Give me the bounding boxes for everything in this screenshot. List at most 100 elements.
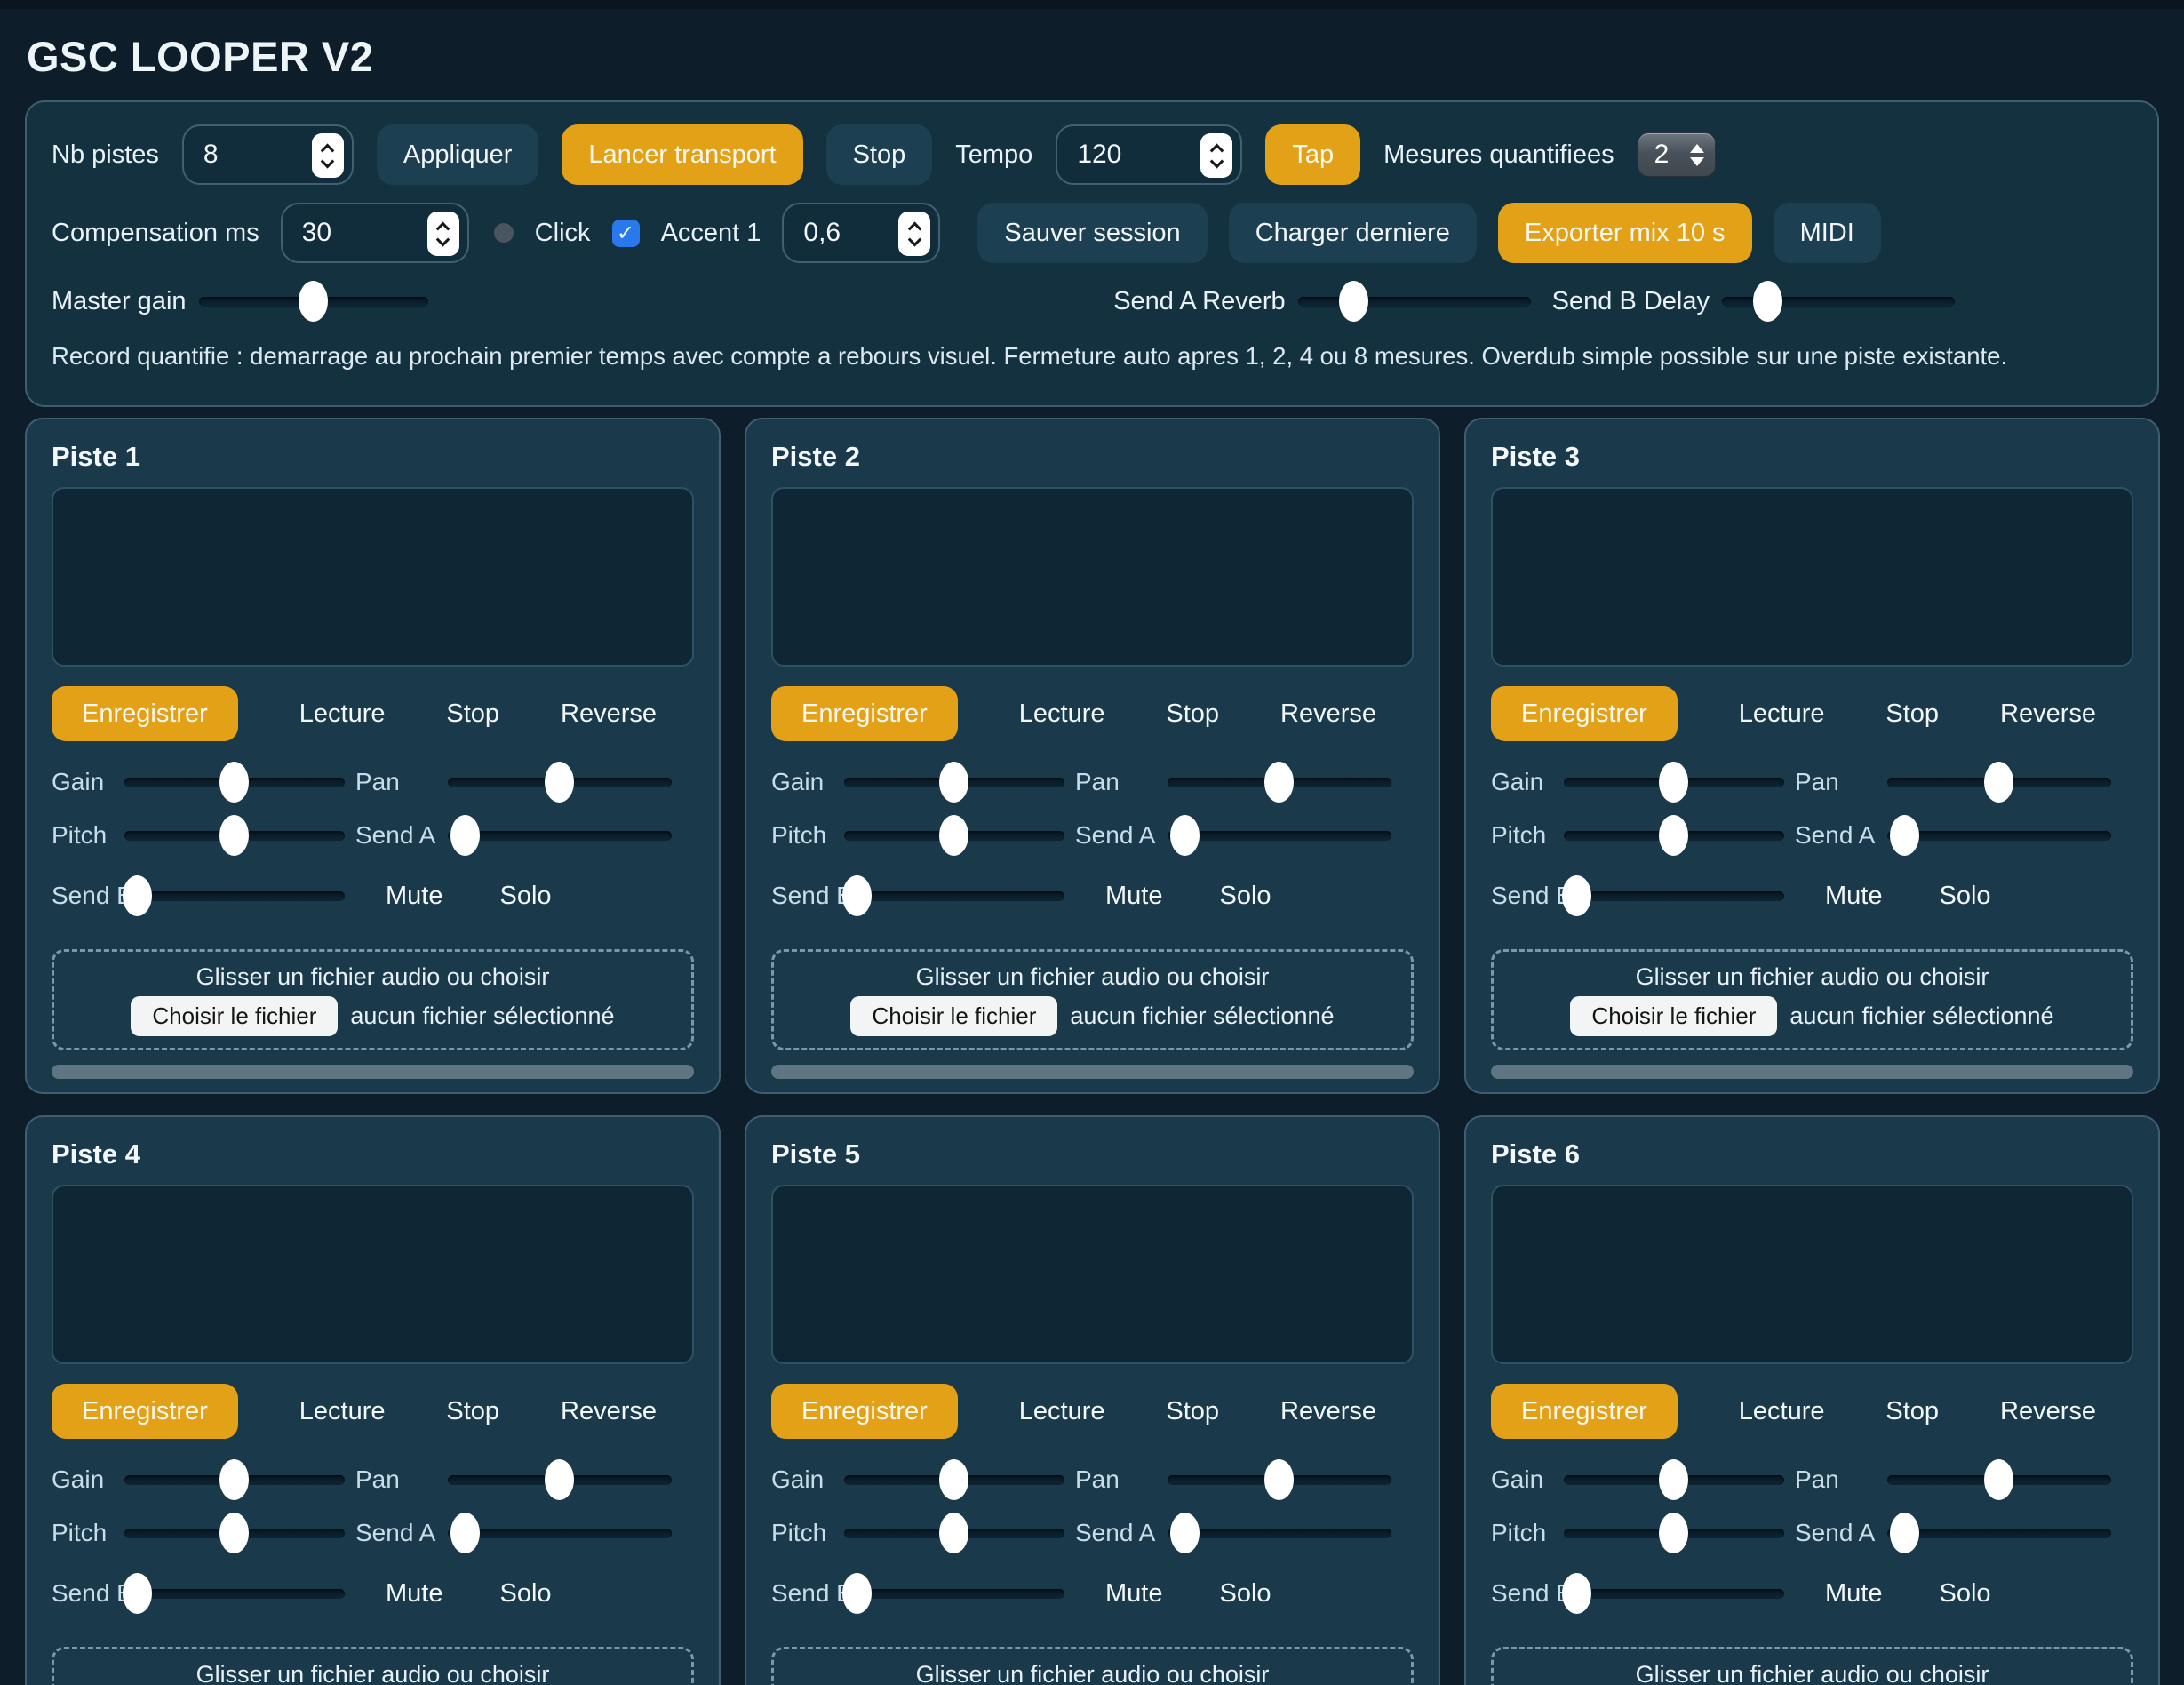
play-button[interactable]: Lecture bbox=[1018, 699, 1105, 728]
mesures-select[interactable]: 2 bbox=[1637, 132, 1716, 177]
choose-file-button[interactable]: Choisir le fichier bbox=[850, 996, 1058, 1036]
pitch-slider[interactable] bbox=[844, 815, 1064, 856]
pan-slider[interactable] bbox=[1887, 1459, 2111, 1500]
stepper-icon[interactable] bbox=[426, 212, 459, 256]
lancer-transport-button[interactable]: Lancer transport bbox=[562, 124, 803, 185]
send-b-label: Send B bbox=[52, 882, 133, 909]
send-b-slider[interactable] bbox=[841, 875, 1064, 916]
mute-button[interactable]: Mute bbox=[386, 881, 443, 910]
play-button[interactable]: Lecture bbox=[1018, 1396, 1105, 1425]
send-b-slider[interactable] bbox=[122, 875, 345, 916]
reverse-button[interactable]: Reverse bbox=[2000, 1396, 2096, 1425]
mute-button[interactable]: Mute bbox=[1825, 881, 1883, 910]
exporter-mix-button[interactable]: Exporter mix 10 s bbox=[1497, 203, 1752, 263]
reverse-button[interactable]: Reverse bbox=[1280, 1396, 1376, 1425]
mute-button[interactable]: Mute bbox=[1105, 881, 1163, 910]
send-a-slider[interactable] bbox=[1168, 815, 1391, 856]
gain-slider[interactable] bbox=[1564, 762, 1784, 803]
audio-dropzone[interactable]: Glisser un fichier audio ou choisir Choi… bbox=[771, 949, 1414, 1050]
pitch-slider[interactable] bbox=[124, 815, 345, 856]
send-a-reverb-slider[interactable] bbox=[1297, 281, 1531, 322]
record-button[interactable]: Enregistrer bbox=[52, 1384, 238, 1439]
solo-button[interactable]: Solo bbox=[499, 881, 552, 910]
accent-input[interactable]: 0,6 bbox=[782, 203, 941, 263]
record-button[interactable]: Enregistrer bbox=[52, 686, 238, 741]
record-button[interactable]: Enregistrer bbox=[1491, 686, 1678, 741]
record-button[interactable]: Enregistrer bbox=[771, 686, 958, 741]
audio-dropzone[interactable]: Glisser un fichier audio ou choisir Choi… bbox=[771, 1647, 1414, 1685]
record-button[interactable]: Enregistrer bbox=[771, 1384, 958, 1439]
audio-dropzone[interactable]: Glisser un fichier audio ou choisir Choi… bbox=[1491, 949, 2133, 1050]
reverse-button[interactable]: Reverse bbox=[1280, 699, 1376, 728]
solo-button[interactable]: Solo bbox=[499, 1578, 552, 1608]
midi-button[interactable]: MIDI bbox=[1773, 203, 1881, 263]
send-a-slider[interactable] bbox=[1168, 1513, 1391, 1553]
reverse-button[interactable]: Reverse bbox=[2000, 699, 2096, 728]
tempo-label: Tempo bbox=[955, 140, 1033, 169]
click-led-icon bbox=[493, 223, 514, 243]
stop-button[interactable]: Stop bbox=[1166, 699, 1220, 728]
mute-button[interactable]: Mute bbox=[386, 1578, 443, 1608]
play-button[interactable]: Lecture bbox=[299, 1396, 386, 1425]
pitch-label: Pitch bbox=[52, 1519, 108, 1546]
solo-button[interactable]: Solo bbox=[1939, 1578, 1991, 1608]
send-b-slider[interactable] bbox=[1561, 875, 1784, 916]
charger-derniere-button[interactable]: Charger derniere bbox=[1228, 203, 1477, 263]
send-b-slider[interactable] bbox=[841, 1573, 1064, 1614]
send-b-delay-slider[interactable] bbox=[1722, 281, 1955, 322]
audio-dropzone[interactable]: Glisser un fichier audio ou choisir Choi… bbox=[1491, 1647, 2133, 1685]
gain-slider[interactable] bbox=[1564, 1459, 1784, 1500]
gain-slider[interactable] bbox=[124, 1459, 345, 1500]
stepper-icon[interactable] bbox=[311, 133, 344, 178]
play-button[interactable]: Lecture bbox=[299, 699, 386, 728]
choose-file-button[interactable]: Choisir le fichier bbox=[131, 996, 339, 1036]
mute-button[interactable]: Mute bbox=[1105, 1578, 1163, 1608]
record-button[interactable]: Enregistrer bbox=[1491, 1384, 1678, 1439]
solo-button[interactable]: Solo bbox=[1939, 881, 1991, 910]
stop-button[interactable]: Stop bbox=[1166, 1396, 1220, 1425]
audio-dropzone[interactable]: Glisser un fichier audio ou choisir Choi… bbox=[52, 1647, 694, 1685]
pitch-slider[interactable] bbox=[1564, 1513, 1784, 1553]
send-a-slider[interactable] bbox=[1887, 815, 2111, 856]
pan-slider[interactable] bbox=[448, 762, 672, 803]
gain-slider[interactable] bbox=[844, 1459, 1064, 1500]
pan-slider[interactable] bbox=[1887, 762, 2111, 803]
tempo-input[interactable]: 120 bbox=[1056, 124, 1243, 185]
reverse-button[interactable]: Reverse bbox=[561, 1396, 657, 1425]
send-b-slider[interactable] bbox=[122, 1573, 345, 1614]
play-button[interactable]: Lecture bbox=[1738, 1396, 1825, 1425]
pitch-slider[interactable] bbox=[1564, 815, 1784, 856]
send-a-slider[interactable] bbox=[448, 1513, 672, 1553]
reverse-button[interactable]: Reverse bbox=[561, 699, 657, 728]
pan-slider[interactable] bbox=[448, 1459, 672, 1500]
pan-slider[interactable] bbox=[1168, 762, 1391, 803]
stepper-icon[interactable] bbox=[898, 212, 931, 256]
stop-button[interactable]: Stop bbox=[446, 1396, 500, 1425]
send-b-slider[interactable] bbox=[1561, 1573, 1784, 1614]
stepper-icon[interactable] bbox=[1200, 133, 1233, 178]
audio-dropzone[interactable]: Glisser un fichier audio ou choisir Choi… bbox=[52, 949, 694, 1050]
compensation-input[interactable]: 30 bbox=[280, 203, 469, 263]
appliquer-button[interactable]: Appliquer bbox=[376, 124, 539, 185]
nb-pistes-input[interactable]: 8 bbox=[181, 124, 354, 185]
send-a-slider[interactable] bbox=[1887, 1513, 2111, 1553]
pitch-slider[interactable] bbox=[124, 1513, 345, 1553]
gain-slider[interactable] bbox=[124, 762, 345, 803]
solo-button[interactable]: Solo bbox=[1219, 881, 1271, 910]
pan-slider[interactable] bbox=[1168, 1459, 1391, 1500]
transport-stop-button[interactable]: Stop bbox=[825, 124, 933, 185]
accent-checkbox[interactable]: ✓ bbox=[611, 219, 640, 247]
choose-file-button[interactable]: Choisir le fichier bbox=[1570, 996, 1778, 1036]
stop-button[interactable]: Stop bbox=[446, 699, 500, 728]
send-a-slider[interactable] bbox=[448, 815, 672, 856]
solo-button[interactable]: Solo bbox=[1219, 1578, 1271, 1608]
tap-button[interactable]: Tap bbox=[1265, 124, 1361, 185]
mute-button[interactable]: Mute bbox=[1825, 1578, 1883, 1608]
stop-button[interactable]: Stop bbox=[1885, 699, 1940, 728]
gain-slider[interactable] bbox=[844, 762, 1064, 803]
pitch-slider[interactable] bbox=[844, 1513, 1064, 1553]
master-gain-slider[interactable] bbox=[198, 281, 428, 322]
stop-button[interactable]: Stop bbox=[1885, 1396, 1940, 1425]
play-button[interactable]: Lecture bbox=[1738, 699, 1825, 728]
sauver-session-button[interactable]: Sauver session bbox=[977, 203, 1208, 263]
